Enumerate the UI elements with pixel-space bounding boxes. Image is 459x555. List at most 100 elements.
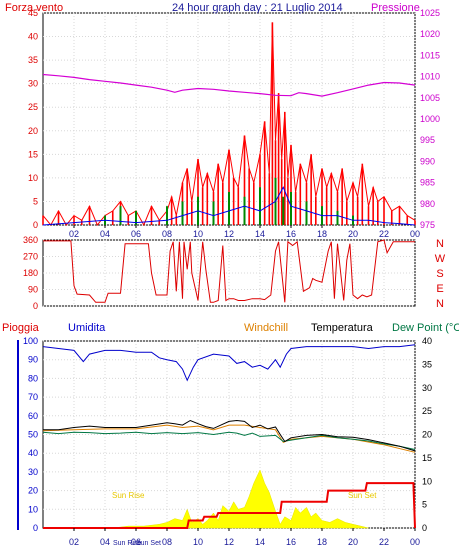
top-right-tick-label: 1015 xyxy=(420,50,440,60)
bottom-right-tick-label: 5 xyxy=(422,500,427,510)
bottom-xtick-label: 16 xyxy=(286,537,296,547)
bottom-xtick-label: 18 xyxy=(317,537,327,547)
sun-rise-axis-label: Sun Rise xyxy=(113,540,142,547)
direction-tick-label: 0 xyxy=(33,301,38,311)
top-xtick-label: 12 xyxy=(224,229,234,239)
gust-line xyxy=(42,22,416,227)
bottom-left-tick-label: 40 xyxy=(28,448,38,458)
bottom-right-tick-label: 15 xyxy=(422,453,432,463)
bottom-xtick-label: 12 xyxy=(224,537,234,547)
top-xtick-label: 08 xyxy=(162,229,172,239)
top-right-tick-label: 1005 xyxy=(420,93,440,103)
bottom-right-tick-label: 20 xyxy=(422,430,432,440)
sun-set-label: Sun Set xyxy=(348,491,377,500)
bottom-xtick-label: 04 xyxy=(100,537,110,547)
temperature-label: Temperatura xyxy=(311,322,374,334)
solar-radiation-area xyxy=(112,469,369,529)
top-right-tick-label: 975 xyxy=(420,220,435,230)
dewpoint-label: Dew Point (°C xyxy=(392,322,459,334)
top-xtick-label: 22 xyxy=(379,229,389,239)
windchill-label: Windchill xyxy=(244,322,288,334)
bottom-right-tick-label: 35 xyxy=(422,359,432,369)
direction-tick-label: 360 xyxy=(23,235,38,245)
top-right-tick-label: 1025 xyxy=(420,8,440,18)
top-right-axis-label: Pressione xyxy=(371,2,420,14)
top-right-tick-label: 1020 xyxy=(420,29,440,39)
wind-direction-line xyxy=(43,239,415,303)
top-left-tick-label: 30 xyxy=(28,79,38,89)
top-xtick-label: 14 xyxy=(255,229,265,239)
dewpoint-line xyxy=(42,431,416,450)
direction-tick-label: 180 xyxy=(23,268,38,278)
bottom-xtick-label: 00 xyxy=(410,537,420,547)
bottom-right-tick-label: 0 xyxy=(422,523,427,533)
top-xtick-label: 18 xyxy=(317,229,327,239)
bottom-right-tick-label: 30 xyxy=(422,383,432,393)
bottom-xtick-label: 10 xyxy=(193,537,203,547)
top-right-tick-label: 990 xyxy=(420,156,435,166)
top-xtick-label: 00 xyxy=(410,229,420,239)
rain-label: Pioggia xyxy=(2,322,40,334)
sun-set-axis-label: Sun Set xyxy=(136,540,161,547)
bottom-right-tick-label: 25 xyxy=(422,406,432,416)
compass-letter: S xyxy=(436,268,443,280)
bottom-left-tick-label: 70 xyxy=(28,392,38,402)
top-panel-ticks: 0510152025303540459759809859909951000100… xyxy=(28,8,440,239)
compass-letter: N xyxy=(436,298,444,310)
humidity-line xyxy=(42,344,416,382)
compass-letter: N xyxy=(436,238,444,250)
top-right-tick-label: 980 xyxy=(420,199,435,209)
top-left-tick-label: 0 xyxy=(33,220,38,230)
bottom-left-tick-label: 10 xyxy=(28,504,38,514)
top-xtick-label: 06 xyxy=(131,229,141,239)
top-right-tick-label: 985 xyxy=(420,178,435,188)
top-xtick-label: 20 xyxy=(348,229,358,239)
bottom-panel-ticks: 0102030405060708090100051015202530354002… xyxy=(23,336,432,547)
compass-letter: E xyxy=(436,283,443,295)
bottom-xtick-label: 02 xyxy=(69,537,79,547)
direction-tick-label: 90 xyxy=(28,285,38,295)
bottom-left-tick-label: 0 xyxy=(33,523,38,533)
top-right-tick-label: 995 xyxy=(420,135,435,145)
top-left-tick-label: 40 xyxy=(28,32,38,42)
bottom-left-tick-label: 60 xyxy=(28,411,38,421)
pressure-line xyxy=(42,73,416,97)
top-left-tick-label: 35 xyxy=(28,55,38,65)
bottom-xtick-label: 06 xyxy=(131,537,141,547)
top-left-tick-label: 15 xyxy=(28,149,38,159)
bottom-left-tick-label: 50 xyxy=(28,430,38,440)
bottom-xtick-label: 08 xyxy=(162,537,172,547)
bottom-xtick-label: 22 xyxy=(379,537,389,547)
top-left-tick-label: 20 xyxy=(28,126,38,136)
direction-tick-label: 270 xyxy=(23,252,38,262)
top-left-tick-label: 25 xyxy=(28,102,38,112)
compass-letter: W xyxy=(435,253,446,265)
bottom-panel-series xyxy=(42,344,416,529)
top-right-tick-label: 1010 xyxy=(420,72,440,82)
bottom-left-tick-label: 80 xyxy=(28,373,38,383)
bottom-xtick-label: 20 xyxy=(348,537,358,547)
bottom-left-tick-label: 20 xyxy=(28,486,38,496)
top-left-tick-label: 10 xyxy=(28,173,38,183)
humidity-label: Umidita xyxy=(68,322,106,334)
chart-title: 24 hour graph day : 21 Luglio 2014 xyxy=(172,2,343,14)
top-left-axis-label: Forza vento xyxy=(5,2,63,14)
top-left-tick-label: 45 xyxy=(28,8,38,18)
bottom-left-tick-label: 30 xyxy=(28,467,38,477)
top-panel-series xyxy=(42,22,416,227)
top-xtick-label: 02 xyxy=(69,229,79,239)
top-xtick-label: 16 xyxy=(286,229,296,239)
top-xtick-label: 10 xyxy=(193,229,203,239)
top-left-tick-label: 5 xyxy=(33,196,38,206)
rain-line xyxy=(43,482,416,529)
bottom-left-tick-label: 100 xyxy=(23,336,38,346)
bottom-panel-grid xyxy=(43,340,416,529)
top-xtick-label: 04 xyxy=(100,229,110,239)
windchill-line xyxy=(42,424,416,453)
direction-panel-series xyxy=(43,239,415,303)
temperature-line xyxy=(43,419,416,452)
top-right-tick-label: 1000 xyxy=(420,114,440,124)
